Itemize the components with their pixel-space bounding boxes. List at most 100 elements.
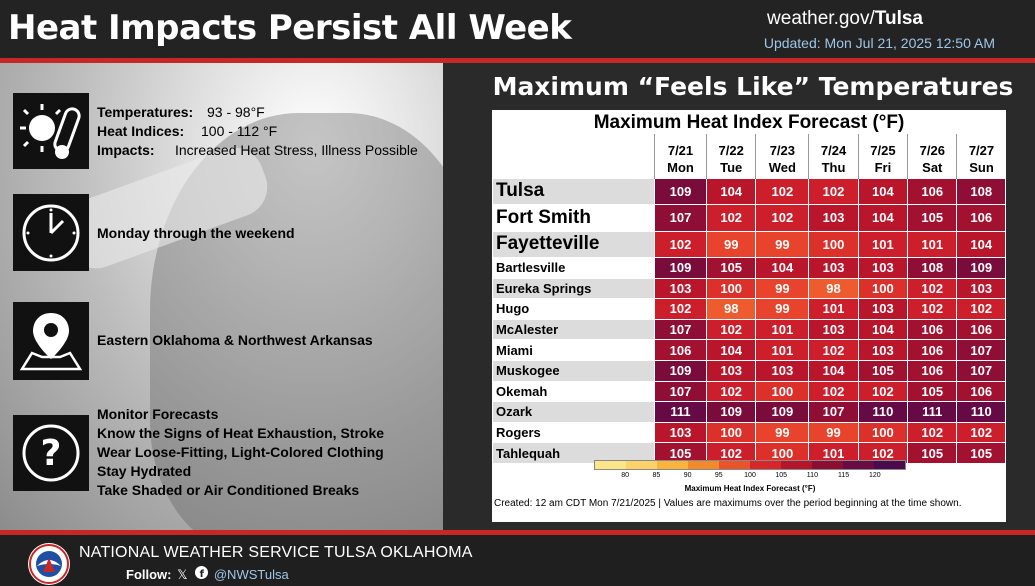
legend-tick-label: 90 [683, 472, 692, 479]
table-row: Miami 106 104 101 102 103 106 107 [492, 339, 1006, 361]
heat-index-cell: 105 [857, 359, 909, 382]
heat-index-cell: 100 [857, 421, 909, 444]
day-column-header: 7/27 Sun [956, 134, 1006, 178]
heat-index-cell: 102 [907, 277, 958, 300]
heat-index-cell: 103 [653, 421, 708, 444]
heat-index-cell: 101 [755, 318, 810, 341]
location-text: Eastern Oklahoma & Northwest Arkansas [97, 332, 373, 348]
site-link[interactable]: weather.gov/Tulsa [767, 8, 923, 30]
legend-swatch [657, 461, 688, 469]
day-column-header: 7/21 Mon [653, 134, 707, 178]
heat-index-cell: 111 [907, 401, 958, 423]
heat-index-cell: 103 [808, 204, 859, 232]
city-name: Tulsa [492, 177, 655, 205]
legend-swatch [595, 461, 626, 469]
legend-tick-label: 105 [775, 472, 788, 479]
heat-index-cell: 110 [857, 401, 909, 423]
table-body: Tulsa 109 104 102 102 104 106 108 Fort Smith 107 1… [492, 177, 1006, 464]
legend-tick-label: 85 [652, 472, 661, 479]
legend-tick-label: 100 [744, 472, 756, 479]
heat-index-cell: 102 [653, 230, 708, 258]
legend-caption: Maximum Heat Index Forecast (°F) [684, 484, 816, 493]
heat-index-cell: 102 [956, 421, 1006, 444]
created-note: Created: 12 am CDT Mon 7/21/2025 | Value… [494, 498, 962, 509]
column-date: 7/25 [870, 142, 896, 158]
nws-logo [28, 543, 70, 585]
legend-swatch [812, 461, 843, 469]
table-header-row: 7/21 Mon 7/22 Tue 7/23 Wed 7/24 Thu 7/25 Fri 7/26 S… [493, 134, 1006, 178]
heat-index-cell: 107 [956, 359, 1006, 382]
heat-index-cell: 105 [907, 380, 958, 403]
heat-index-cell: 102 [706, 380, 757, 403]
heat-index-cell: 102 [857, 380, 909, 403]
panel-title: Maximum Heat Index Forecast (°F) [593, 112, 905, 133]
impacts-value: Increased Heat Stress, Illness Possible [175, 142, 418, 158]
heat-index-cell: 103 [857, 339, 909, 361]
timing-text: Monday through the weekend [97, 225, 295, 241]
table-row: Tahlequah 105 102 100 101 102 105 105 [492, 442, 1006, 464]
legend-swatch [874, 461, 905, 469]
heat-indices-label: Heat Indices: [97, 123, 185, 139]
heat-index-cell: 104 [857, 177, 909, 205]
legend-tick-label: 80 [621, 472, 630, 479]
heat-index-cell: 109 [755, 401, 810, 423]
heat-index-cell: 102 [706, 442, 757, 464]
city-name: Fayetteville [492, 230, 655, 258]
heat-indices-value: 100 - 112 °F [201, 123, 278, 139]
heat-index-cell: 105 [956, 442, 1006, 464]
legend-swatch [843, 461, 874, 469]
heat-index-cell: 106 [956, 380, 1006, 403]
divider-top [0, 58, 1035, 63]
city-name: Muskogee [492, 359, 655, 382]
heat-index-cell: 99 [808, 421, 859, 444]
column-day: Tue [720, 159, 743, 175]
heat-index-cell: 104 [956, 230, 1006, 258]
social-handle[interactable]: @NWSTulsa [213, 567, 289, 582]
heat-index-cell: 104 [706, 339, 757, 361]
svg-text:?: ? [41, 433, 62, 474]
facebook-icon[interactable]: f [195, 566, 209, 582]
day-column-header: 7/23 Wed [755, 134, 809, 178]
sun-thermometer-icon [13, 93, 89, 169]
svg-text:f: f [200, 569, 205, 579]
heat-index-cell: 106 [907, 339, 958, 361]
table-row: Muskogee 109 103 103 104 105 106 107 [492, 359, 1006, 382]
follow-label: Follow: [126, 567, 172, 582]
color-legend: 80 85 90 95 100 105 110 115 120 Maximum Heat Ind… [594, 460, 906, 493]
heat-index-cell: 103 [808, 257, 859, 279]
day-column-header: 7/26 Sat [907, 134, 957, 178]
heat-index-cell: 111 [653, 401, 708, 423]
heat-index-cell: 105 [907, 442, 958, 464]
heat-index-cell: 100 [706, 421, 757, 444]
heat-index-cell: 109 [956, 257, 1006, 279]
heat-index-cell: 104 [706, 177, 757, 205]
city-name: Rogers [492, 421, 655, 444]
heat-index-cell: 102 [907, 298, 958, 320]
page-title: Heat Impacts Persist All Week [8, 8, 572, 48]
heat-index-cell: 100 [755, 442, 810, 464]
left-panel: Temperatures: 93 - 98°F Heat Indices: 100 … [0, 63, 462, 530]
x-icon[interactable]: 𝕏 [177, 567, 188, 582]
heat-index-cell: 102 [808, 380, 859, 403]
clock-icon [13, 194, 89, 271]
action-item: Wear Loose-Fitting, Light-Colored Clothi… [97, 444, 384, 460]
footer: NATIONAL WEATHER SERVICE TULSA OKLAHOMA … [0, 535, 1035, 586]
heat-index-cell: 107 [653, 318, 708, 341]
heat-index-cell: 100 [755, 380, 810, 403]
action-item: Know the Signs of Heat Exhaustion, Strok… [97, 425, 385, 441]
heat-index-cell: 108 [907, 257, 958, 279]
heat-index-cell: 99 [755, 421, 810, 444]
heat-index-cell: 102 [956, 298, 1006, 320]
heat-index-cell: 104 [755, 257, 810, 279]
heat-index-cell: 104 [808, 359, 859, 382]
city-name: Tahlequah [492, 442, 655, 464]
column-date: 7/23 [769, 142, 796, 158]
column-day: Sun [969, 159, 994, 175]
heat-index-cell: 109 [653, 177, 708, 205]
follow-line: Follow: 𝕏 f @NWSTulsa [126, 566, 289, 583]
city-name: Bartlesville [492, 257, 655, 279]
heat-index-cell: 102 [755, 177, 810, 205]
day-column-header: 7/24 Thu [808, 134, 859, 178]
column-date: 7/26 [919, 142, 945, 158]
table-row: Okemah 107 102 100 102 102 105 106 [492, 380, 1006, 403]
